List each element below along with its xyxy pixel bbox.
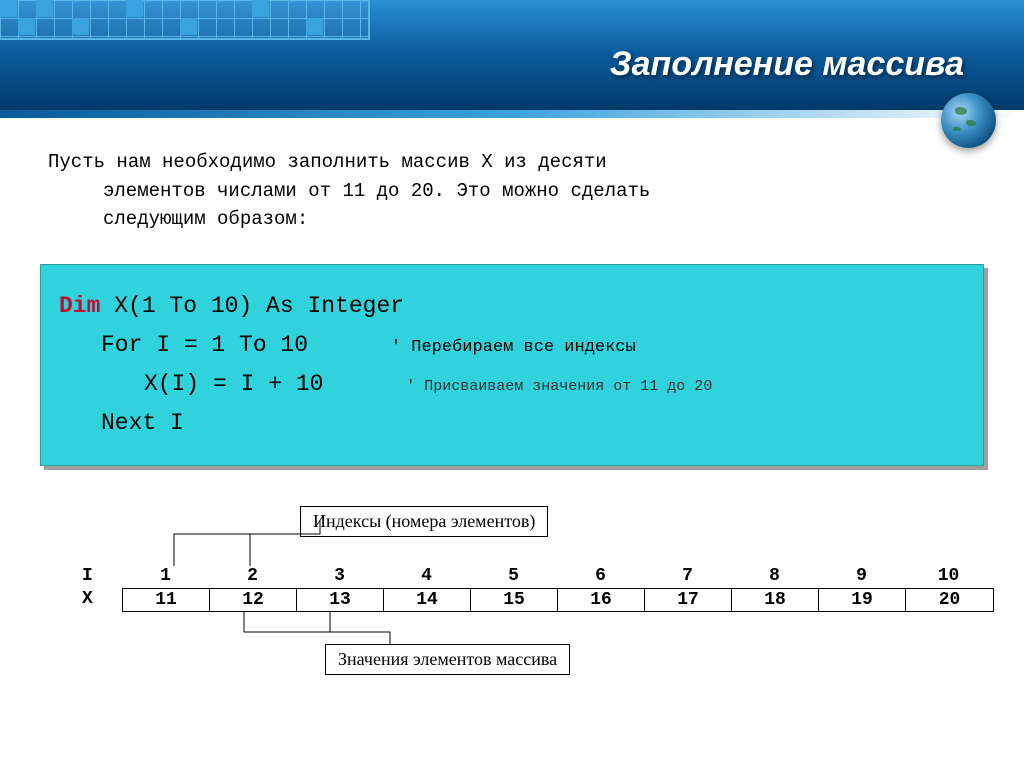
intro-line3: следующим образом:	[48, 205, 984, 234]
keyword-dim: Dim	[59, 293, 100, 319]
intro-line1: Пусть нам необходимо заполнить массив X …	[48, 151, 607, 173]
code-line4: Next I	[59, 404, 965, 443]
decorative-grid	[0, 0, 370, 40]
code-comment1: ' Перебираем все индексы	[391, 338, 636, 357]
code-assign: X(I) = I + 10	[144, 371, 323, 397]
value-1: 11	[123, 589, 210, 611]
intro-line2: элементов числами от 11 до 20. Это можно…	[48, 177, 984, 206]
index-9: 9	[818, 566, 905, 586]
value-9: 19	[819, 589, 906, 611]
value-8: 18	[732, 589, 819, 611]
index-2: 2	[209, 566, 296, 586]
value-2: 12	[210, 589, 297, 611]
label-values: Значения элементов массива	[325, 644, 570, 675]
value-4: 14	[384, 589, 471, 611]
row-label-x: X	[82, 589, 93, 609]
index-6: 6	[557, 566, 644, 586]
array-diagram: Индексы (номера элементов) I X 1 2 3 4 5…	[40, 506, 984, 706]
slide-header: Заполнение массива	[0, 0, 1024, 110]
slide-content: Пусть нам необходимо заполнить массив X …	[0, 118, 1024, 706]
value-3: 13	[297, 589, 384, 611]
index-4: 4	[383, 566, 470, 586]
slide-title: Заполнение массива	[610, 45, 964, 84]
index-10: 10	[905, 566, 992, 586]
header-divider	[0, 110, 1024, 118]
index-7: 7	[644, 566, 731, 586]
value-6: 16	[558, 589, 645, 611]
index-1: 1	[122, 566, 209, 586]
code-line1-rest: X(1 To 10) As Integer	[100, 293, 404, 319]
index-8: 8	[731, 566, 818, 586]
code-line3: X(I) = I + 10 ' Присваиваем значения от …	[59, 365, 965, 404]
index-5: 5	[470, 566, 557, 586]
code-block: Dim X(1 To 10) As Integer For I = 1 To 1…	[40, 264, 984, 466]
value-5: 15	[471, 589, 558, 611]
code-line2: For I = 1 To 10 ' Перебираем все индексы	[59, 326, 965, 365]
value-10: 20	[906, 589, 993, 611]
globe-icon	[941, 93, 996, 148]
row-label-i: I	[82, 566, 93, 586]
code-for: For I = 1 To 10	[101, 332, 308, 358]
index-row: 1 2 3 4 5 6 7 8 9 10	[122, 566, 992, 586]
value-row: 11 12 13 14 15 16 17 18 19 20	[122, 588, 994, 612]
index-3: 3	[296, 566, 383, 586]
value-7: 17	[645, 589, 732, 611]
code-line1: Dim X(1 To 10) As Integer	[59, 287, 965, 326]
intro-text: Пусть нам необходимо заполнить массив X …	[40, 148, 984, 234]
code-comment2: ' Присваиваем значения от 11 до 20	[406, 378, 712, 395]
